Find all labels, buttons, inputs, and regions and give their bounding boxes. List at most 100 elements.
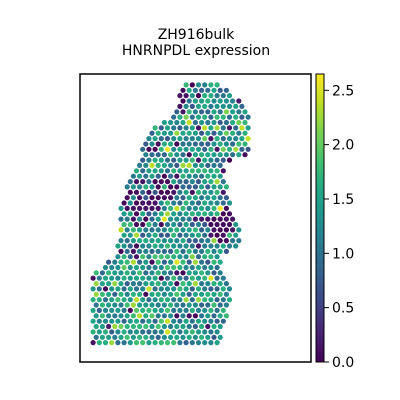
spot	[155, 141, 161, 147]
spot	[208, 146, 214, 152]
colorbar-tick-label: 2.0	[332, 138, 354, 154]
spot	[106, 334, 112, 340]
spot	[155, 238, 161, 244]
spot	[183, 103, 189, 109]
spot	[177, 340, 183, 346]
spot	[177, 93, 183, 99]
spot	[205, 313, 211, 319]
spot	[149, 141, 155, 147]
spot	[220, 168, 226, 174]
spot	[93, 270, 99, 276]
spot	[118, 227, 124, 233]
spot	[106, 302, 112, 308]
spot	[226, 200, 233, 206]
spot	[174, 334, 180, 340]
spot	[152, 318, 158, 324]
spot	[195, 286, 202, 292]
spot	[205, 184, 211, 190]
spot	[146, 254, 152, 260]
spot	[174, 205, 180, 211]
spot	[168, 227, 174, 233]
spot	[199, 141, 205, 147]
spot	[230, 109, 236, 115]
spot	[186, 119, 192, 126]
spot	[220, 189, 226, 195]
spot	[174, 238, 180, 244]
spot	[140, 200, 146, 206]
spot	[186, 184, 192, 190]
spot	[217, 152, 223, 158]
spot	[161, 259, 167, 265]
spot	[164, 189, 171, 195]
spot	[171, 221, 177, 228]
spot	[161, 281, 167, 287]
spot	[217, 323, 223, 330]
spot	[155, 259, 161, 265]
spot	[220, 136, 226, 142]
spot	[174, 248, 180, 254]
spot	[118, 248, 124, 254]
spot	[171, 189, 177, 195]
spot	[140, 189, 146, 195]
spot	[90, 286, 96, 292]
spot	[189, 189, 195, 195]
spot	[205, 109, 211, 115]
spot	[183, 189, 189, 195]
spot	[230, 227, 236, 233]
spot	[192, 313, 198, 319]
spot	[127, 243, 133, 249]
spot	[217, 270, 223, 276]
spot	[118, 291, 124, 297]
spot	[137, 162, 143, 168]
spot	[239, 114, 245, 120]
spot	[205, 291, 211, 297]
spot	[180, 248, 186, 254]
spot	[143, 162, 149, 168]
spot	[140, 297, 146, 303]
spot	[186, 205, 192, 211]
spot	[211, 152, 217, 158]
spot	[174, 119, 180, 126]
spot	[149, 184, 155, 190]
spot	[146, 200, 152, 206]
spot	[158, 318, 164, 324]
spot	[146, 307, 152, 313]
spot	[152, 136, 158, 142]
spot	[168, 130, 174, 136]
spot	[183, 200, 189, 206]
spot	[158, 157, 164, 163]
spot	[205, 205, 211, 211]
spot	[140, 254, 146, 260]
spot	[223, 119, 229, 126]
spot	[223, 313, 229, 319]
spot	[140, 307, 146, 313]
spot	[164, 200, 171, 206]
spot	[180, 195, 186, 201]
spot	[189, 264, 195, 271]
spot	[161, 205, 167, 211]
spot	[161, 238, 167, 244]
spot	[214, 211, 220, 217]
spot	[199, 98, 205, 104]
spot	[118, 302, 124, 308]
spot	[217, 313, 223, 319]
spot	[195, 264, 202, 271]
spot	[168, 291, 174, 297]
spot	[217, 281, 223, 287]
spot	[152, 157, 158, 163]
spot	[121, 200, 127, 206]
spot	[96, 275, 102, 281]
spot	[106, 313, 112, 319]
spot	[143, 323, 149, 330]
spot	[199, 323, 205, 330]
spot	[133, 318, 140, 324]
spot	[242, 130, 248, 136]
spot	[121, 307, 127, 313]
spot	[115, 318, 121, 324]
spot	[208, 340, 214, 346]
spot	[133, 221, 140, 228]
spot	[226, 221, 233, 228]
spot	[211, 173, 217, 179]
spot	[177, 318, 183, 324]
